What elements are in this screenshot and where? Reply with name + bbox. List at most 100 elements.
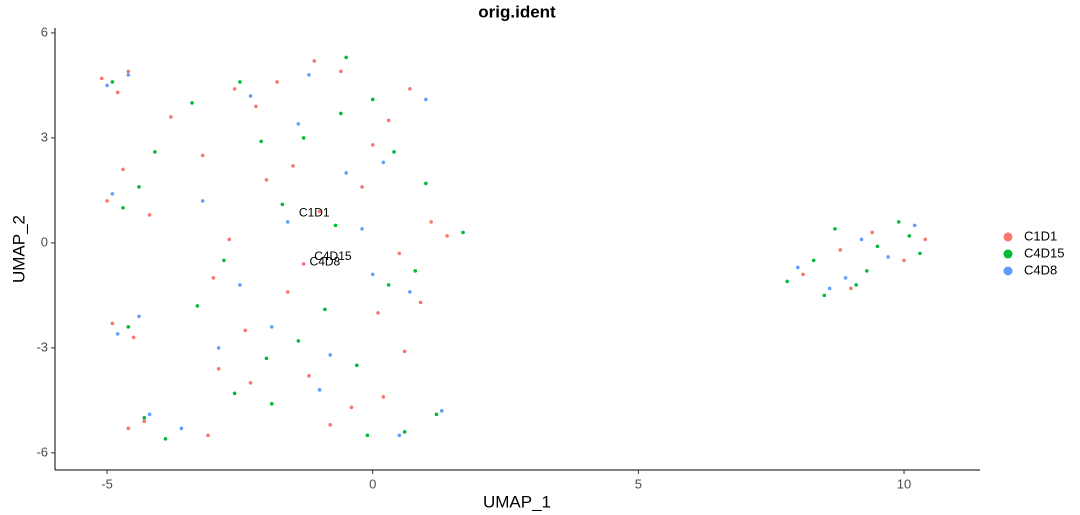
point [99, 76, 104, 81]
point [785, 279, 789, 284]
point [801, 272, 805, 277]
point [200, 199, 205, 203]
point [169, 115, 173, 119]
point [243, 328, 248, 333]
point [386, 118, 391, 123]
point [254, 104, 258, 109]
point [238, 283, 242, 287]
point [126, 73, 131, 77]
point [918, 251, 922, 256]
point [110, 321, 115, 326]
point [264, 178, 269, 182]
point [875, 244, 880, 249]
legend-marker [1003, 266, 1013, 276]
chart-title: orig.ident [478, 2, 556, 21]
point [259, 139, 263, 144]
point [227, 237, 232, 242]
point [317, 209, 322, 214]
point [397, 251, 402, 256]
point [126, 69, 131, 74]
y-tick-label: 3 [41, 129, 48, 144]
point [344, 55, 348, 60]
point [370, 143, 375, 147]
point [376, 311, 380, 315]
point [907, 234, 912, 238]
x-tick-label: 0 [369, 476, 376, 491]
x-axis-title: UMAP_1 [483, 492, 551, 511]
point [200, 153, 205, 158]
point [147, 213, 152, 217]
point [854, 283, 859, 287]
point [312, 59, 317, 63]
point [354, 363, 359, 368]
legend-label: C4D15 [1024, 245, 1064, 260]
point [370, 97, 375, 102]
legend-label: C4D8 [1024, 262, 1057, 277]
point [381, 395, 386, 399]
point [439, 409, 444, 413]
point [323, 307, 327, 312]
point [163, 437, 168, 441]
point [360, 227, 364, 231]
point [110, 192, 115, 196]
point [408, 87, 412, 91]
point [402, 430, 407, 434]
point [248, 381, 253, 385]
point [248, 94, 253, 98]
point [370, 272, 375, 277]
point [153, 150, 157, 154]
point [142, 416, 147, 420]
point [216, 346, 221, 350]
point [328, 423, 333, 427]
point [137, 314, 141, 319]
point [349, 405, 354, 410]
y-axis-title: UMAP_2 [9, 215, 28, 283]
x-tick-label: -5 [101, 476, 113, 491]
legend-marker [1003, 232, 1013, 242]
point [392, 150, 396, 154]
point [131, 335, 136, 340]
point [408, 290, 412, 294]
point [360, 185, 364, 189]
point [344, 171, 348, 175]
point [307, 73, 311, 77]
point [424, 97, 428, 102]
point [833, 227, 837, 231]
point [827, 286, 832, 291]
point [424, 181, 428, 186]
point [795, 265, 800, 270]
point [232, 87, 237, 91]
point [105, 199, 109, 203]
point [886, 255, 890, 259]
point [381, 160, 386, 165]
x-tick-label: 5 [635, 476, 642, 491]
point [126, 325, 131, 329]
point [413, 269, 418, 273]
point [115, 90, 120, 95]
point [147, 412, 152, 417]
point [291, 164, 295, 168]
cluster-label: C4D15 [314, 249, 352, 263]
point [838, 248, 843, 252]
point [275, 80, 279, 84]
point [902, 258, 906, 263]
point [328, 353, 333, 357]
point [822, 293, 827, 298]
point [397, 433, 402, 438]
point [115, 332, 120, 336]
point [121, 167, 125, 172]
point [190, 101, 194, 105]
point [222, 258, 226, 263]
point [339, 69, 343, 74]
point [269, 325, 274, 329]
point [126, 426, 131, 431]
point [896, 220, 901, 224]
point [317, 388, 322, 392]
cluster-label: C4D8 [310, 254, 341, 268]
point [333, 223, 338, 228]
point [434, 412, 439, 417]
y-tick-label: -6 [36, 444, 48, 459]
point [137, 185, 141, 189]
x-tick-label: 10 [897, 476, 911, 491]
